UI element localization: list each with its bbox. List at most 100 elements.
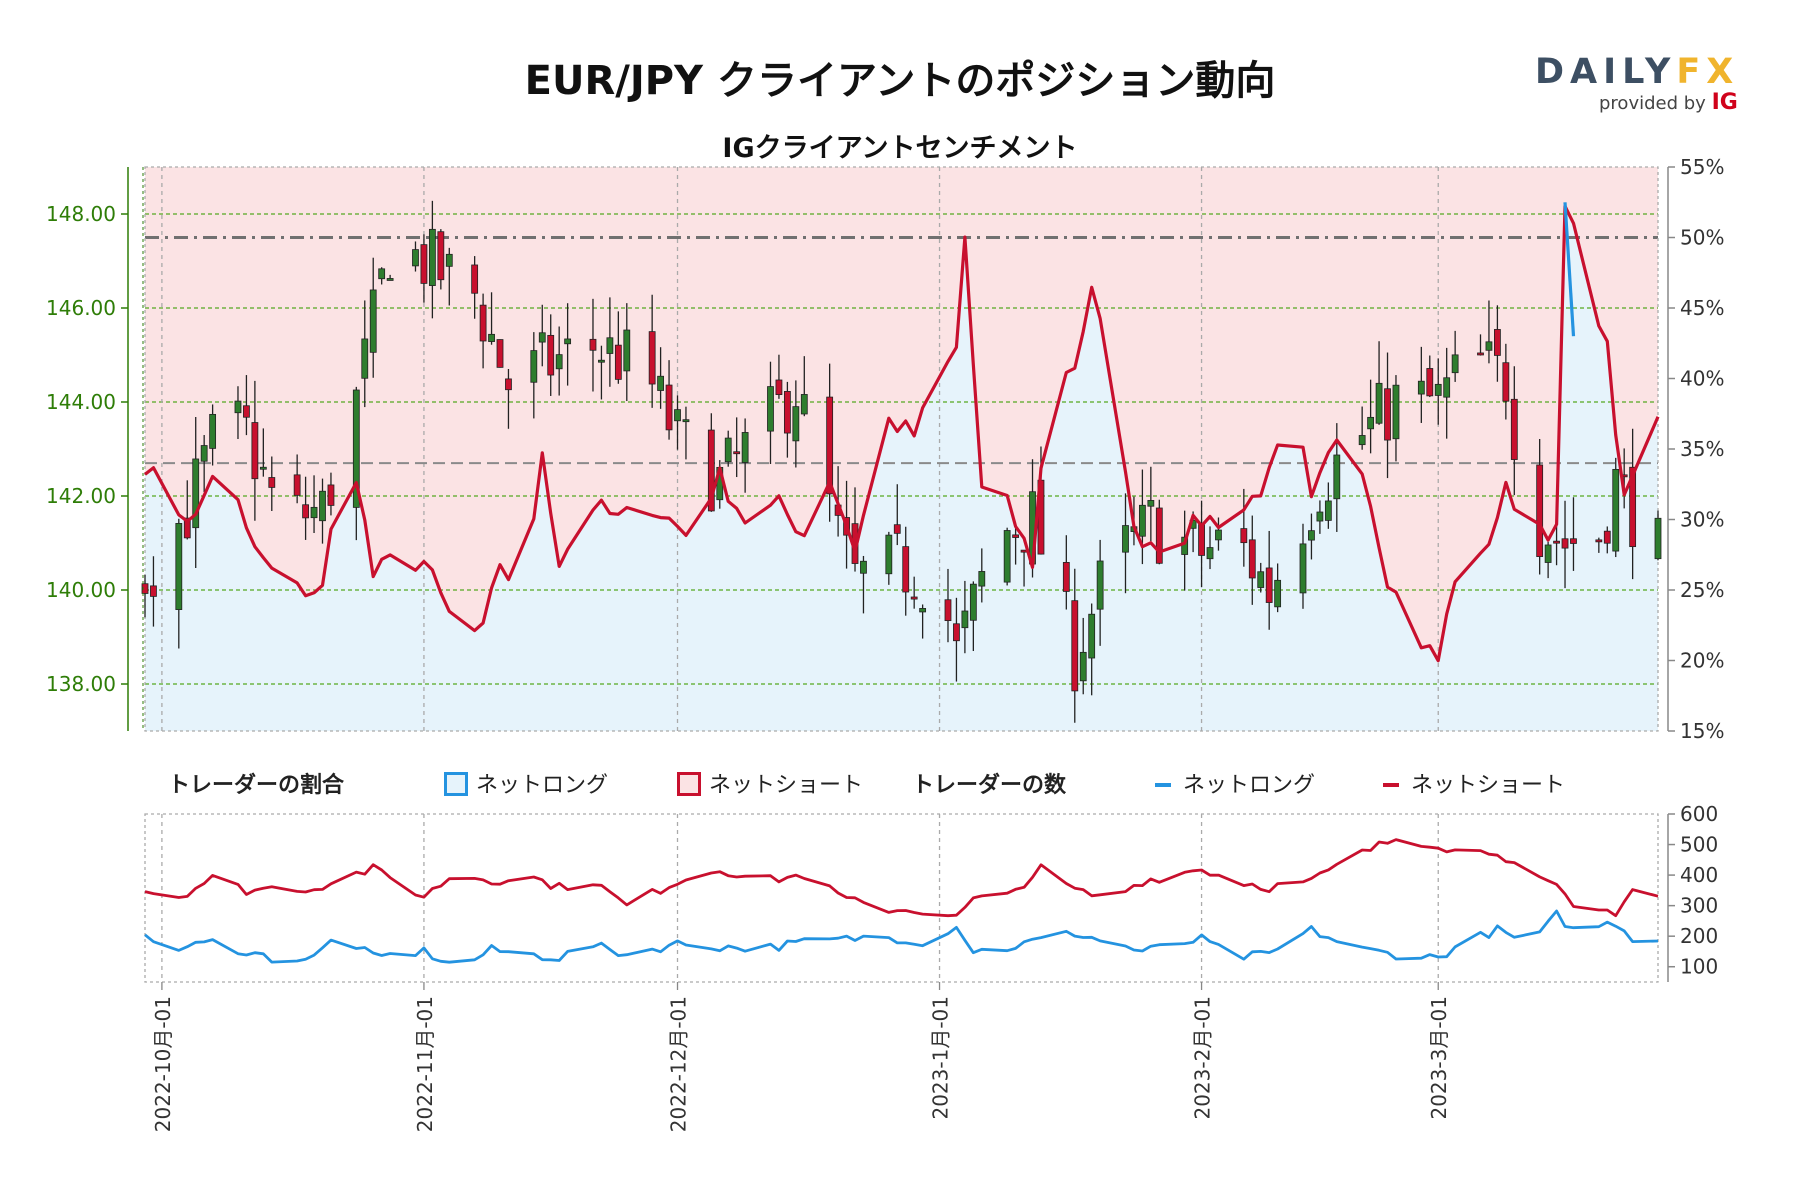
candle <box>209 404 217 466</box>
count-short-line <box>144 838 1659 918</box>
candle <box>293 454 301 504</box>
candle-body <box>352 389 360 508</box>
candle <box>234 386 242 440</box>
candle-body <box>1147 500 1155 507</box>
legend-ratio-short-label: ネットショート <box>709 773 864 798</box>
candle-body <box>1629 466 1637 548</box>
count-long-line <box>144 909 1659 964</box>
candle <box>783 381 791 458</box>
candle-body <box>1003 530 1011 583</box>
left-tick-label: 140.00 <box>46 578 116 602</box>
candle <box>1265 530 1273 630</box>
candle-body <box>1603 530 1611 544</box>
candle-body <box>707 429 715 512</box>
candle <box>251 380 259 521</box>
candle-body <box>1316 511 1324 522</box>
candle <box>885 531 893 585</box>
candle <box>1062 535 1070 610</box>
candle <box>1417 346 1425 423</box>
candle-body <box>1265 567 1273 603</box>
candle-body <box>1358 435 1366 446</box>
candle <box>1477 334 1484 356</box>
candle <box>1561 500 1569 589</box>
candle-body <box>978 571 986 587</box>
candle-body <box>1417 380 1425 395</box>
candle-body <box>665 384 673 431</box>
candle-body <box>606 337 614 354</box>
count-panel: 100 200 300 400 500 600 <box>144 802 1718 983</box>
candle <box>496 339 504 368</box>
candle-body <box>893 524 901 534</box>
candle <box>488 292 495 345</box>
candle <box>428 200 436 319</box>
candle <box>910 576 918 609</box>
candle <box>1375 341 1383 425</box>
candle <box>268 456 276 512</box>
candle <box>437 229 445 290</box>
candle <box>310 475 318 534</box>
candle <box>1240 488 1248 567</box>
legend-ratio-long: ネットロング <box>444 767 608 799</box>
candle <box>1384 352 1391 479</box>
candle <box>1654 510 1662 561</box>
candle-body <box>1062 562 1070 592</box>
candle <box>792 380 800 468</box>
candle <box>1629 428 1637 580</box>
candle <box>564 303 572 386</box>
candle-body <box>623 329 631 372</box>
legend-ratio-title: トレーダーの割合 <box>168 773 345 798</box>
candle-body <box>969 583 977 621</box>
candle-body <box>530 350 538 383</box>
candle-body <box>209 413 217 449</box>
candle <box>1324 482 1332 529</box>
candle <box>1003 527 1011 586</box>
left-tick-label: 148.00 <box>46 202 116 226</box>
candle-body <box>1451 354 1459 374</box>
candle <box>674 395 681 450</box>
candle <box>150 556 157 627</box>
candle-body <box>150 585 157 597</box>
candle-body <box>826 396 834 495</box>
candle <box>919 604 927 639</box>
candle-body <box>445 253 453 267</box>
logo-provided-by: provided by IG <box>1599 90 1750 115</box>
candle-body <box>505 378 512 391</box>
candle <box>682 406 690 460</box>
candle-body <box>1240 528 1248 544</box>
candle <box>259 428 267 477</box>
candle <box>243 375 250 436</box>
right-tick-label: 45% <box>1680 296 1724 320</box>
candle-body <box>724 437 732 463</box>
candle-body <box>657 375 665 391</box>
candle <box>1536 439 1544 575</box>
candle-body <box>1088 613 1096 659</box>
legend-ratio-long-label: ネットロング <box>476 773 609 798</box>
candle <box>183 480 191 540</box>
candle <box>1612 457 1620 558</box>
candle <box>1088 603 1096 696</box>
candle <box>1299 523 1307 609</box>
candle-body <box>860 560 867 574</box>
count-tick-label: 100 <box>1680 955 1718 979</box>
candle-body <box>800 394 808 415</box>
count-tick-label: 500 <box>1680 833 1718 857</box>
candle-body <box>1654 517 1662 560</box>
candle-body <box>1299 543 1307 594</box>
candle-body <box>175 522 183 610</box>
candle-body <box>327 484 335 506</box>
candle <box>1367 379 1375 454</box>
candle-body <box>1485 341 1493 351</box>
logo-fx: FX <box>1676 52 1740 92</box>
candle <box>378 267 386 285</box>
count-tick-label: 600 <box>1680 802 1718 826</box>
legend-count-long-line <box>1155 783 1171 787</box>
price-panel: 138.00 140.00 142.00 144.00 146.00 148.00 15% 2… <box>46 155 1724 743</box>
candle <box>1502 343 1510 420</box>
candle <box>141 574 149 618</box>
logo-wordmark: DAILYFX <box>1535 52 1750 92</box>
candle <box>657 347 665 409</box>
right-tick-label: 55% <box>1680 155 1724 179</box>
candle-body <box>1012 534 1020 538</box>
candle-body <box>183 517 191 539</box>
candle <box>555 326 563 396</box>
